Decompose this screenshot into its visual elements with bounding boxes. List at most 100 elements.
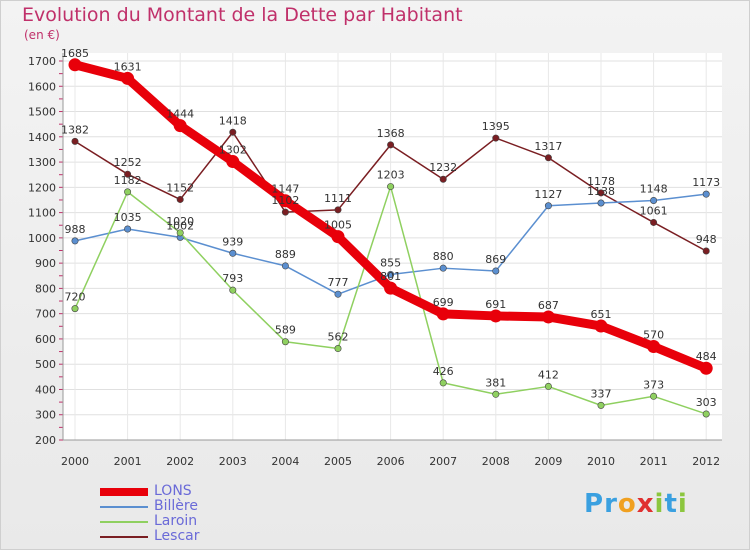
data-point: [541, 310, 555, 324]
data-label: 1005: [324, 219, 352, 232]
data-point: [71, 305, 79, 313]
data-point: [226, 155, 240, 169]
data-label: 988: [65, 223, 86, 236]
data-label: 948: [696, 233, 717, 246]
data-label: 691: [485, 298, 506, 311]
unit-label: (en €): [24, 28, 60, 42]
data-label: 1252: [114, 156, 142, 169]
y-tick-label: 700: [35, 308, 56, 321]
data-point: [124, 170, 132, 178]
data-label: 337: [591, 387, 612, 400]
data-point: [229, 249, 237, 257]
data-label: 562: [328, 331, 349, 344]
data-point: [647, 340, 661, 354]
y-tick-label: 1400: [28, 131, 56, 144]
data-point: [278, 194, 292, 208]
data-label: 1232: [429, 161, 457, 174]
data-label: 1152: [166, 181, 194, 194]
legend-swatch: [100, 535, 148, 538]
data-label: 1368: [377, 127, 405, 140]
data-label: 1035: [114, 211, 142, 224]
data-label: 1147: [271, 183, 299, 196]
data-label: 589: [275, 324, 296, 337]
x-tick-label: 2012: [692, 455, 720, 468]
data-point: [702, 410, 710, 418]
data-point: [439, 264, 447, 272]
chart-title: Evolution du Montant de la Dette par Hab…: [22, 4, 463, 26]
legend-swatch: [100, 505, 148, 508]
data-label: 1020: [166, 215, 194, 228]
data-label: 1302: [219, 144, 247, 157]
y-tick-label: 300: [35, 409, 56, 422]
data-label: 1444: [166, 108, 194, 121]
y-tick-label: 800: [35, 282, 56, 295]
data-label: 1382: [61, 123, 89, 136]
y-tick-label: 1300: [28, 156, 56, 169]
legend-item-lons: LONS: [100, 484, 200, 499]
data-point: [492, 134, 500, 142]
data-point: [173, 119, 187, 133]
data-point: [544, 202, 552, 210]
data-label: 687: [538, 299, 559, 312]
logo-letter: r: [604, 489, 618, 519]
data-point: [334, 206, 342, 214]
data-label: 1102: [271, 194, 299, 207]
data-label: 1317: [534, 140, 562, 153]
x-tick-label: 2009: [534, 455, 562, 468]
proxiti-logo: Proxiti: [584, 489, 688, 519]
y-tick-label: 200: [35, 434, 56, 447]
data-point: [124, 188, 132, 196]
data-point: [176, 229, 184, 237]
data-label: 651: [591, 308, 612, 321]
data-point: [71, 237, 79, 245]
x-tick-label: 2011: [640, 455, 668, 468]
data-label: 1395: [482, 120, 510, 133]
data-point: [597, 401, 605, 409]
data-point: [331, 230, 345, 244]
data-label: 1111: [324, 192, 352, 205]
data-point: [71, 137, 79, 145]
data-label: 855: [380, 257, 401, 270]
data-point: [489, 309, 503, 323]
data-point: [492, 390, 500, 398]
x-tick-label: 2008: [482, 455, 510, 468]
data-label: 889: [275, 248, 296, 261]
data-label: 801: [380, 270, 401, 283]
data-point: [597, 199, 605, 207]
data-point: [334, 345, 342, 353]
data-point: [439, 379, 447, 387]
data-label: 880: [433, 250, 454, 263]
data-label: 412: [538, 368, 559, 381]
logo-letter: i: [677, 489, 688, 519]
data-point: [650, 218, 658, 226]
data-point: [124, 225, 132, 233]
data-label: 1203: [377, 169, 405, 182]
data-label: 1173: [692, 176, 720, 189]
logo-letter: x: [636, 489, 655, 519]
logo-letter: i: [654, 489, 665, 519]
x-tick-label: 2010: [587, 455, 615, 468]
x-tick-label: 2001: [114, 455, 142, 468]
data-point: [650, 392, 658, 400]
logo-letter: t: [664, 489, 678, 519]
data-point: [594, 319, 608, 333]
y-tick-label: 600: [35, 333, 56, 346]
data-point: [387, 271, 395, 279]
legend-label: LONS: [154, 483, 192, 499]
data-label: 869: [485, 253, 506, 266]
legend-label: Billère: [154, 498, 198, 514]
data-label: 1631: [114, 60, 142, 73]
data-point: [281, 262, 289, 270]
x-tick-label: 2002: [166, 455, 194, 468]
legend-label: Laroin: [154, 513, 198, 529]
x-tick-label: 2000: [61, 455, 89, 468]
y-tick-label: 1500: [28, 106, 56, 119]
legend-swatch: [100, 520, 148, 523]
data-point: [436, 307, 450, 321]
legend-item-laroin: Laroin: [100, 514, 200, 529]
data-point: [281, 338, 289, 346]
logo-letter: o: [617, 489, 637, 519]
data-point: [544, 382, 552, 390]
y-tick-label: 1200: [28, 181, 56, 194]
